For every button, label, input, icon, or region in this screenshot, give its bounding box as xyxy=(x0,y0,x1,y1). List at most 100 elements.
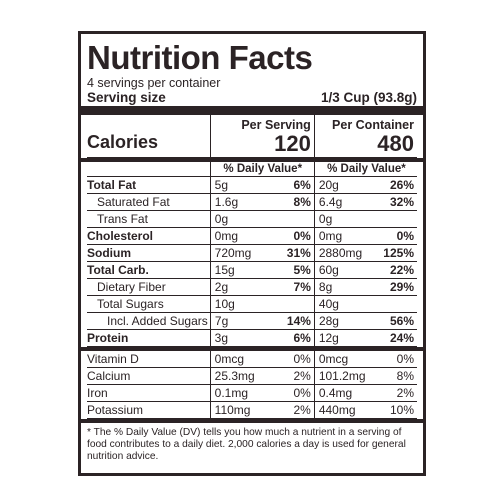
serving-amount: 0mcg xyxy=(214,352,244,366)
container-amount: 0mcg xyxy=(318,352,349,366)
container-amount: 60g xyxy=(318,263,339,277)
per-container-cell: 6.4g 32% xyxy=(313,194,417,210)
per-container-cell: 440mg 10% xyxy=(313,402,417,418)
container-amount: 0g xyxy=(318,212,333,226)
container-dv: 8% xyxy=(396,369,414,383)
container-amount: 28g xyxy=(318,314,339,328)
vitamin-row: Calcium 25.3mg 2% 101.2mg 8% xyxy=(87,368,417,385)
per-serving-header: Per Serving 120 xyxy=(209,115,314,157)
serving-amount: 10g xyxy=(214,297,235,311)
serving-amount: 1.6g xyxy=(214,195,239,209)
per-serving-cell: 1.6g 8% xyxy=(209,194,314,210)
serving-dv: 0% xyxy=(293,352,311,366)
per-container-cell: 101.2mg 8% xyxy=(313,368,417,384)
per-serving-cell: 0.1mg 0% xyxy=(209,385,314,401)
nutrient-row: Sodium 720mg 31% 2880mg 125% xyxy=(87,245,417,262)
per-serving-cell: 25.3mg 2% xyxy=(209,368,314,384)
serving-dv: 31% xyxy=(286,246,311,260)
serving-dv: 0% xyxy=(293,229,311,243)
container-dv: 10% xyxy=(389,403,414,417)
nutrient-name: Dietary Fiber xyxy=(97,280,166,294)
per-serving-cell: 0g xyxy=(209,211,314,227)
thick-divider xyxy=(81,106,423,115)
container-amount: 12g xyxy=(318,331,339,345)
nutrient-name: Sodium xyxy=(87,246,131,260)
nutrient-row: Total Sugars 10g 40g xyxy=(87,296,417,313)
per-container-cell: 2880mg 125% xyxy=(313,245,417,261)
nutrient-row: Incl. Added Sugars 7g 14% 28g 56% xyxy=(87,313,417,330)
per-serving-cell: 0mg 0% xyxy=(209,228,314,244)
serving-dv: 2% xyxy=(293,403,311,417)
vitamin-row: Vitamin D 0mcg 0% 0mcg 0% xyxy=(87,351,417,368)
serving-amount: 3g xyxy=(214,331,229,345)
per-serving-cell: 15g 5% xyxy=(209,262,314,278)
container-amount: 6.4g xyxy=(318,195,343,209)
serving-amount: 2g xyxy=(214,280,229,294)
per-serving-cell: 5g 6% xyxy=(209,177,314,193)
nutrient-row: Total Fat 5g 6% 20g 26% xyxy=(87,177,417,194)
nutrient-name: Calcium xyxy=(87,369,131,383)
medium-divider-2 xyxy=(81,347,423,351)
per-container-cell: 20g 26% xyxy=(313,177,417,193)
per-container-cell: 28g 56% xyxy=(313,313,417,329)
nutrient-name: Vitamin D xyxy=(87,352,139,366)
serving-dv: 0% xyxy=(293,386,311,400)
nutrient-row: Saturated Fat 1.6g 8% 6.4g 32% xyxy=(87,194,417,211)
container-dv: 24% xyxy=(389,331,414,345)
container-amount: 20g xyxy=(318,178,339,192)
dv-header-container: % Daily Value* xyxy=(313,162,417,176)
calories-per-container: 480 xyxy=(377,131,414,156)
calories-label: Calories xyxy=(87,132,159,152)
serving-dv: 6% xyxy=(293,178,311,192)
calories-row: Calories Per Serving 120 Per Container 4… xyxy=(87,115,417,158)
per-serving-label: Per Serving xyxy=(241,118,311,132)
container-amount: 40g xyxy=(318,297,339,311)
per-serving-cell: 7g 14% xyxy=(209,313,314,329)
container-dv: 32% xyxy=(389,195,415,209)
container-dv: 29% xyxy=(389,280,415,294)
per-serving-cell: 0mcg 0% xyxy=(209,351,314,367)
per-container-cell: 0.4mg 2% xyxy=(313,385,417,401)
per-container-cell: 0g xyxy=(313,211,417,227)
serving-amount: 720mg xyxy=(214,246,252,260)
serving-amount: 5g xyxy=(214,178,229,192)
vitamin-row: Iron 0.1mg 0% 0.4mg 2% xyxy=(87,385,417,402)
nutrient-rows: Total Fat 5g 6% 20g 26% Saturated Fat 1.6g 8% 6.… xyxy=(87,177,417,347)
per-serving-cell: 3g 6% xyxy=(209,330,314,346)
dv-header-serving: % Daily Value* xyxy=(209,162,314,176)
serving-amount: 0g xyxy=(214,212,229,226)
nutrient-row: Total Carb. 15g 5% 60g 22% xyxy=(87,262,417,279)
per-container-cell: 0mg 0% xyxy=(313,228,417,244)
per-serving-cell: 10g xyxy=(209,296,314,312)
per-container-header: Per Container 480 xyxy=(313,115,417,157)
per-serving-cell: 2g 7% xyxy=(209,279,314,295)
footnote: * The % Daily Value (DV) tells you how m… xyxy=(87,427,406,462)
container-dv: 26% xyxy=(389,178,414,192)
container-dv: 125% xyxy=(383,246,414,260)
servings-per-container: 4 servings per container xyxy=(87,76,221,90)
container-amount: 0mg xyxy=(318,229,343,243)
nutrient-name: Saturated Fat xyxy=(97,195,170,209)
nutrient-row: Cholesterol 0mg 0% 0mg 0% xyxy=(87,228,417,245)
serving-size-label: Serving size xyxy=(87,90,166,105)
container-amount: 8g xyxy=(318,280,333,294)
medium-divider-3 xyxy=(81,419,423,423)
container-amount: 101.2mg xyxy=(318,369,366,383)
container-dv: 56% xyxy=(389,314,415,328)
serving-dv: 2% xyxy=(293,369,311,383)
nutrition-facts-label: Nutrition Facts 4 servings per container… xyxy=(78,31,426,476)
nutrient-name: Cholesterol xyxy=(87,229,154,243)
serving-amount: 110mg xyxy=(214,403,251,417)
per-container-label: Per Container xyxy=(332,118,414,132)
serving-dv: 6% xyxy=(293,331,311,345)
nutrient-name: Protein xyxy=(87,331,129,345)
nutrient-name: Total Carb. xyxy=(87,263,149,277)
per-container-cell: 60g 22% xyxy=(313,262,417,278)
serving-amount: 7g xyxy=(214,314,229,328)
container-amount: 0.4mg xyxy=(318,386,353,400)
per-serving-cell: 110mg 2% xyxy=(209,402,314,418)
daily-value-header-row: % Daily Value* % Daily Value* xyxy=(87,162,417,177)
serving-dv: 5% xyxy=(293,263,311,277)
nutrient-name: Iron xyxy=(87,386,108,400)
nutrient-name: Incl. Added Sugars xyxy=(107,314,208,328)
